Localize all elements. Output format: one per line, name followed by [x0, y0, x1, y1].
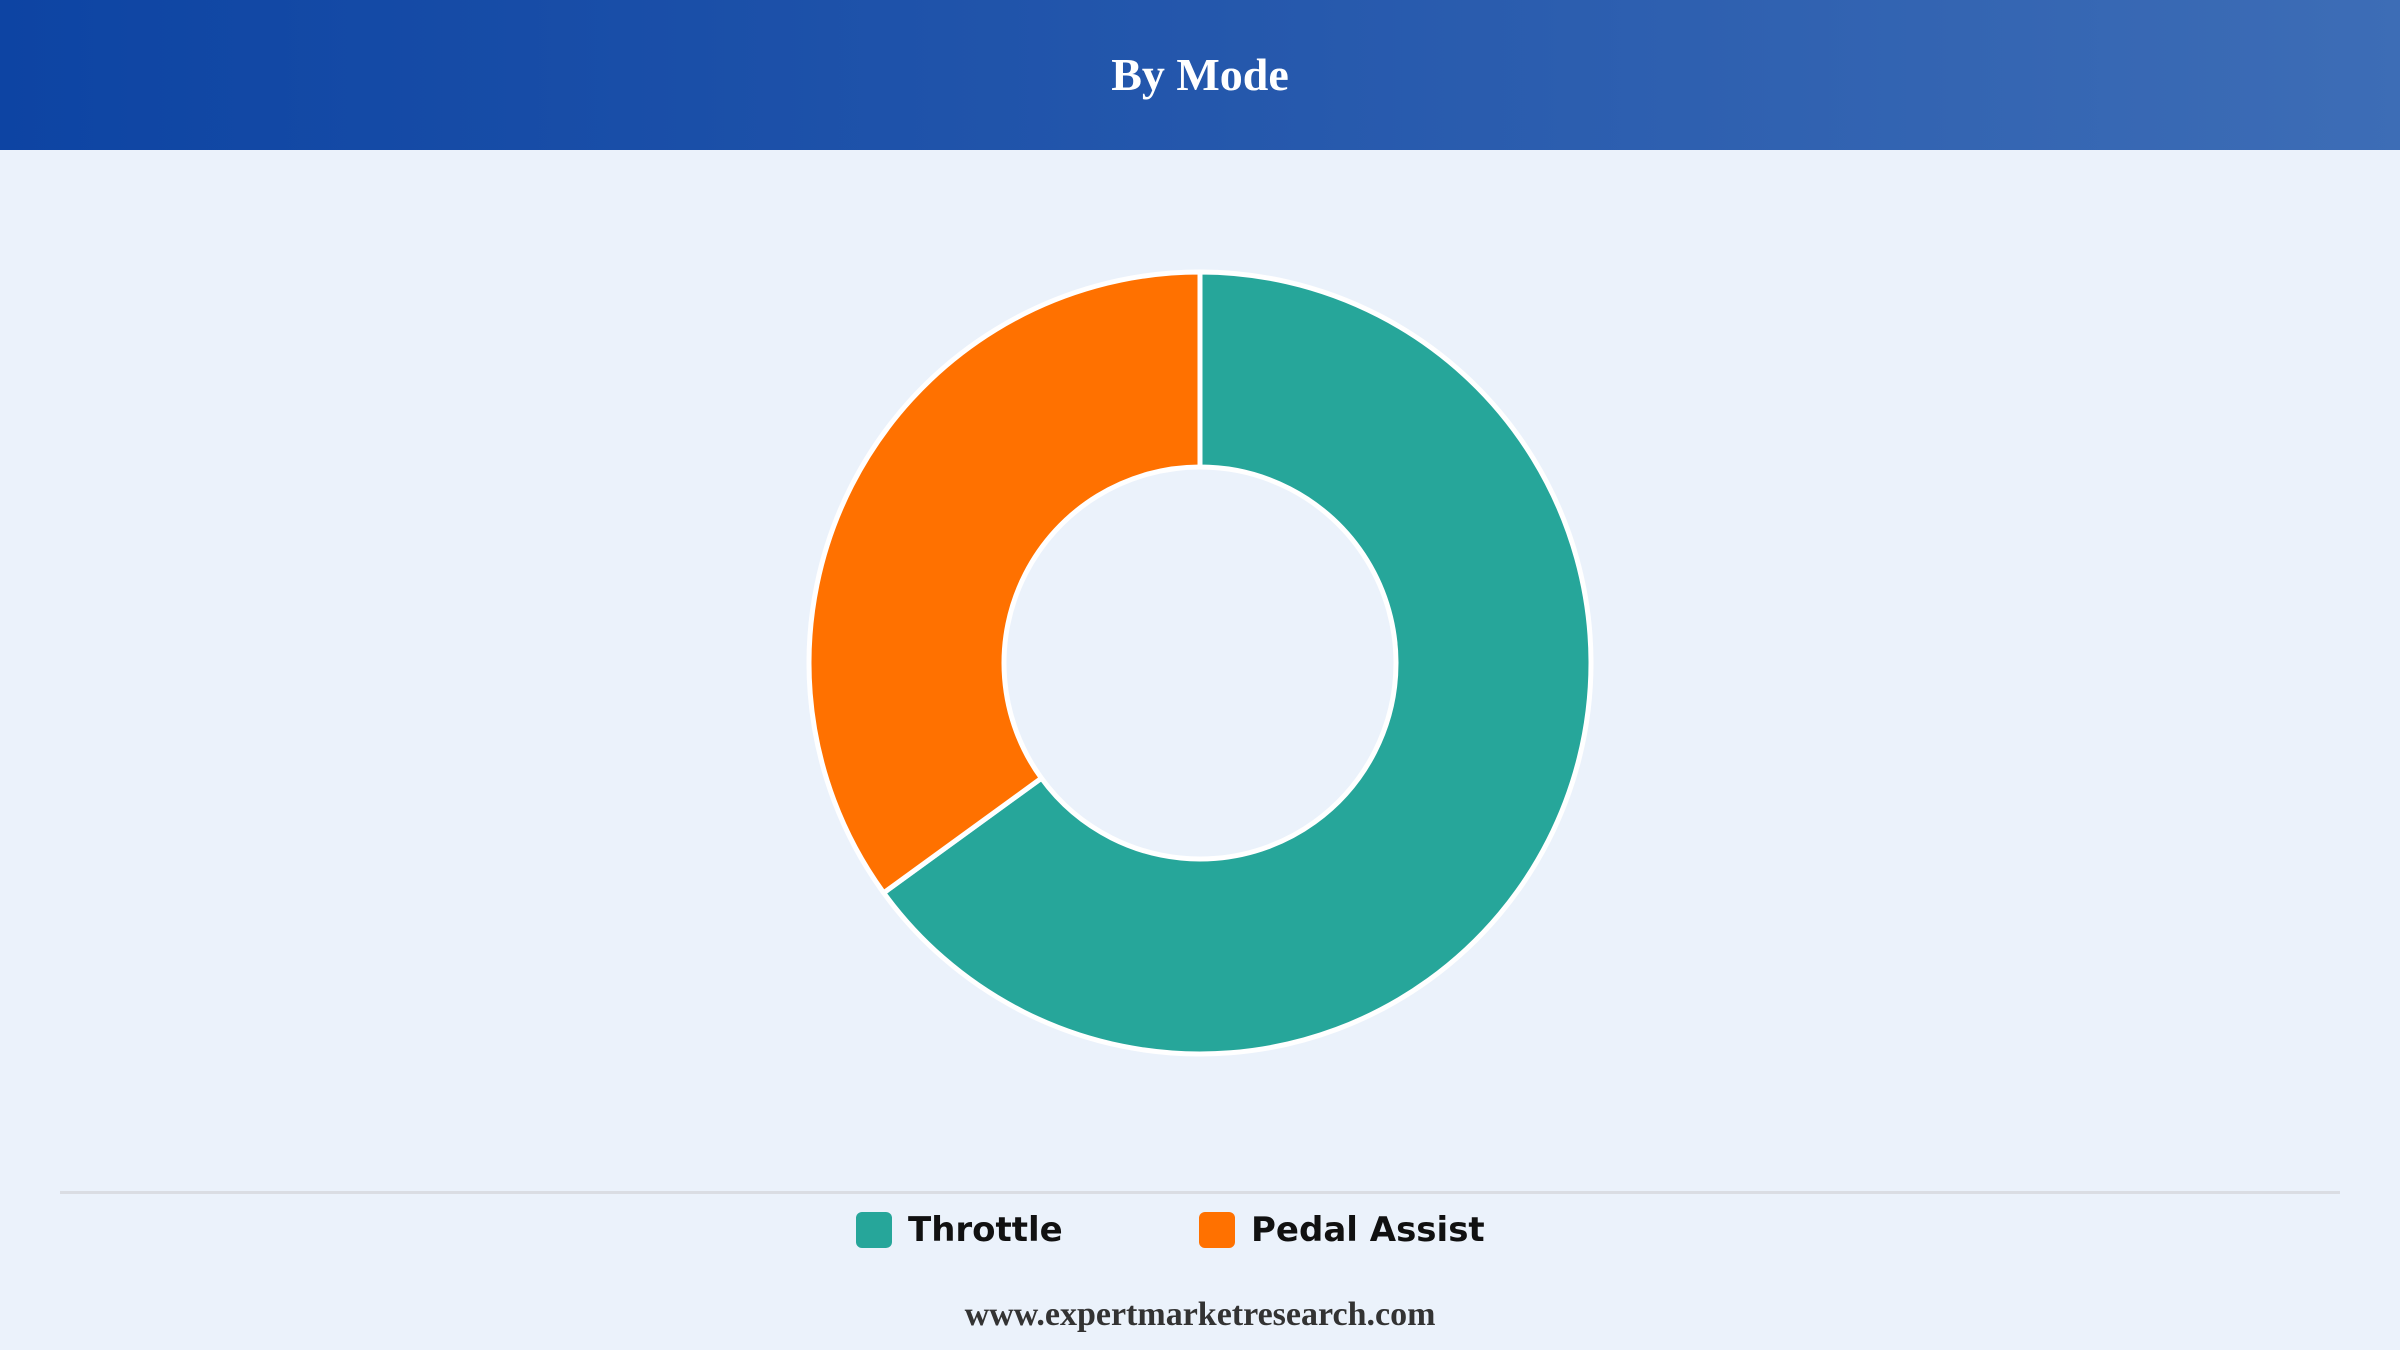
donut-chart	[806, 269, 1594, 1057]
source-credit: www.expertmarketresearch.com	[964, 1296, 1436, 1333]
legend-label-pedal-assist: Pedal Assist	[1251, 1210, 1485, 1250]
donut-slice-pedal-assist[interactable]	[806, 269, 1203, 896]
legend-swatch-throttle	[856, 1212, 892, 1248]
legend-item-pedal-assist[interactable]: Pedal Assist	[1199, 1204, 1485, 1256]
legend-label-throttle: Throttle	[908, 1210, 1063, 1250]
legend-divider	[60, 1191, 2340, 1194]
donut-slice-throttle[interactable]	[881, 269, 1594, 1057]
chart-title: By Mode	[1111, 48, 1289, 100]
legend-swatch-pedal-assist	[1199, 1212, 1235, 1248]
chart-area	[0, 150, 2400, 1180]
chart-legend: Throttle Pedal Assist	[0, 1204, 2400, 1256]
chart-header: By Mode	[0, 0, 2400, 150]
legend-item-throttle[interactable]: Throttle	[856, 1204, 1063, 1256]
